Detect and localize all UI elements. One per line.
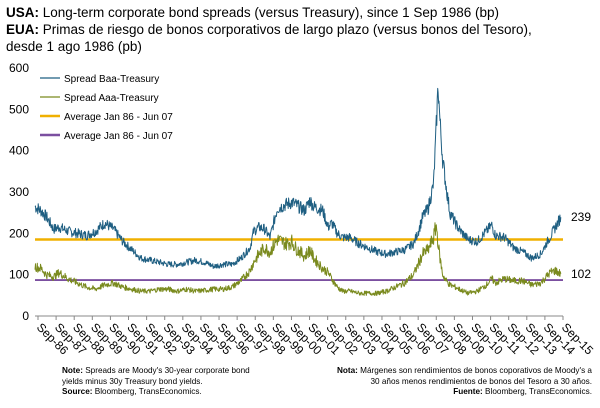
- y-tick-label: 500: [9, 102, 29, 116]
- end-label-aaa: 102: [571, 267, 591, 281]
- note-spanish: Nota: Márgenes son rendimientos de bonos…: [336, 366, 592, 396]
- series-line-0: [34, 87, 562, 269]
- y-tick-label: 400: [9, 144, 29, 158]
- legend-label: Average Jan 86 - Jun 07: [64, 131, 173, 142]
- end-label-baa: 239: [571, 210, 591, 224]
- legend-label: Spread Aaa-Treasury: [64, 93, 159, 104]
- title-es-line2: desde 1 ago 1986 (pb): [6, 39, 142, 54]
- title-en: USA: Long-term corporate bond spreads (v…: [6, 5, 499, 20]
- series-lines: [34, 87, 563, 296]
- y-tick-label: 100: [9, 268, 29, 282]
- title-es: EUA: Primas de riesgo de bonos corporati…: [6, 22, 532, 37]
- note-english: Note: Spreads are Moody's 30-year corpor…: [62, 366, 250, 396]
- y-tick-label: 300: [9, 185, 29, 199]
- y-tick-label: 0: [22, 309, 29, 323]
- y-tick-label: 200: [9, 226, 29, 240]
- series-line-1: [34, 222, 562, 296]
- legend-label: Spread Baa-Treasury: [64, 74, 159, 85]
- end-labels: 239 102: [571, 210, 591, 281]
- y-tick-label: 600: [9, 61, 29, 75]
- legend: Spread Baa-Treasury Spread Aaa-Treasury Av…: [40, 74, 173, 142]
- legend-label: Average Jan 86 - Jun 07: [64, 112, 173, 123]
